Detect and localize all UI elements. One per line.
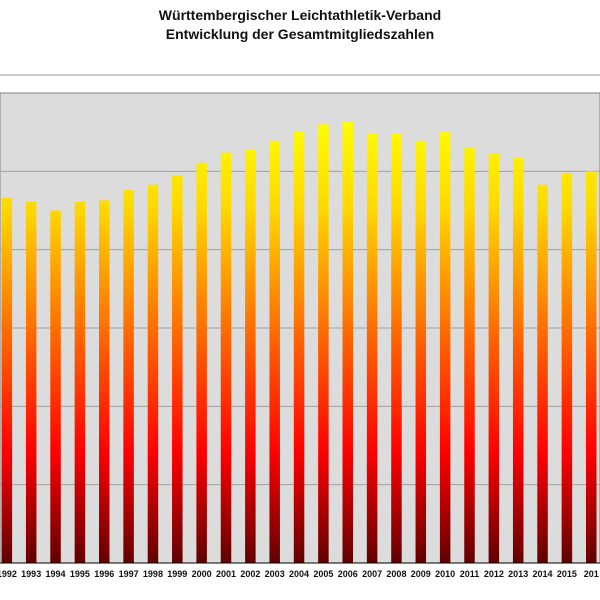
x-tick-label-2015: 2015 [557, 569, 577, 579]
bar-1998 [147, 184, 159, 563]
bar-1994 [50, 210, 61, 563]
x-tick-label-2007: 2007 [362, 569, 382, 579]
bar-2007 [366, 133, 378, 563]
x-tick-label-1993: 1993 [21, 569, 41, 579]
x-tick-label-2012: 2012 [484, 569, 504, 579]
bar-1992 [1, 197, 13, 563]
bar-2000 [196, 162, 207, 563]
x-tick-label-2010: 2010 [435, 569, 455, 579]
bar-1996 [99, 200, 110, 564]
bar-2016 [586, 171, 597, 564]
x-tick-label-1995: 1995 [70, 569, 90, 579]
chart-title-line-1: Württembergischer Leichtathletik-Verband [158, 7, 442, 23]
bar-2008 [391, 133, 402, 563]
x-tick-label-2005: 2005 [313, 569, 333, 579]
bar-2015 [561, 172, 573, 563]
bar-1997 [123, 190, 134, 563]
x-tick-label-2000: 2000 [192, 569, 212, 579]
x-tick-label-2004: 2004 [289, 569, 309, 579]
bar-2009 [415, 140, 427, 564]
x-tick-label-1996: 1996 [94, 569, 114, 579]
chart-title: Württembergischer Leichtathletik-Verband… [0, 6, 600, 44]
x-tick-label-2008: 2008 [386, 569, 406, 579]
bar-2012 [488, 153, 500, 564]
x-tick-label-2013: 2013 [508, 569, 528, 579]
bar-2003 [269, 140, 280, 564]
x-tick-label-1999: 1999 [167, 569, 187, 579]
bar-2001 [220, 152, 232, 564]
bar-1999 [172, 175, 183, 563]
bar-2002 [245, 149, 256, 563]
chart-title-line-2: Entwicklung der Gesamtmitgliedszahlen [165, 26, 435, 42]
x-tick-label-2011: 2011 [460, 569, 480, 579]
x-tick-label-1994: 1994 [46, 569, 66, 579]
x-tick-label-1992: 1992 [0, 569, 17, 579]
x-tick-label-2014: 2014 [533, 569, 553, 579]
x-tick-label-2003: 2003 [265, 569, 285, 579]
x-tick-label-2009: 2009 [411, 569, 431, 579]
x-tick-label-2002: 2002 [240, 569, 260, 579]
x-tick-label-2006: 2006 [338, 569, 358, 579]
bar-1995 [74, 201, 86, 563]
bar-1993 [25, 201, 37, 563]
x-tick-label-2016: 201 [584, 569, 599, 579]
bar-2011 [464, 147, 475, 564]
bar-2014 [537, 184, 548, 563]
x-tick-label-1997: 1997 [119, 569, 139, 579]
bar-2010 [439, 132, 451, 563]
bar-2004 [293, 131, 305, 563]
x-tick-label-2001: 2001 [216, 569, 236, 579]
bar-2005 [318, 124, 329, 563]
bar-2006 [342, 121, 353, 563]
bar-2013 [512, 158, 524, 563]
x-tick-label-1998: 1998 [143, 569, 163, 579]
